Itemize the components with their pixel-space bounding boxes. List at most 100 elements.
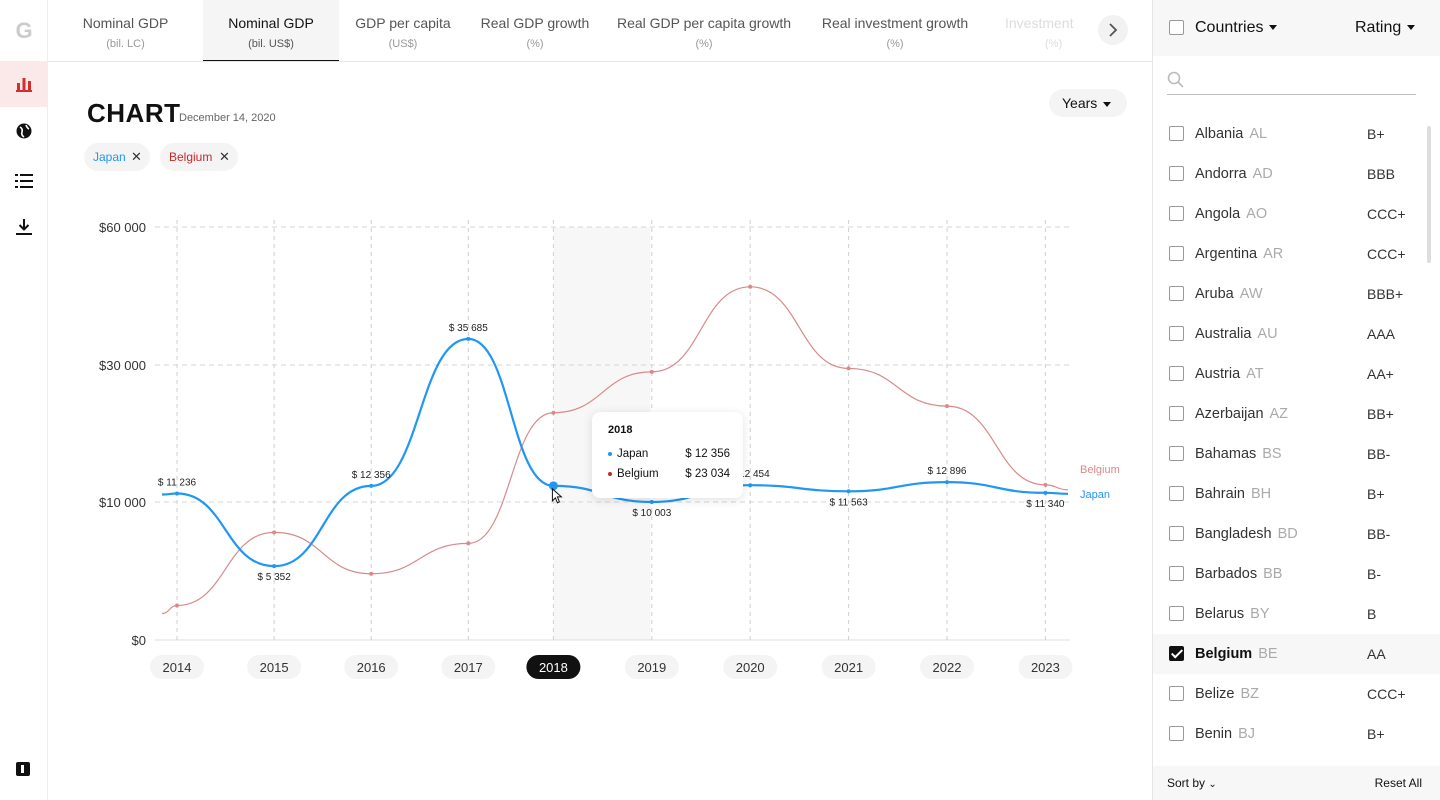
gdp-line-chart: $0 $10 000 $30 000 $60 000 2014 2015 2016 2017 2… <box>99 220 1120 679</box>
nav-list[interactable] <box>0 158 48 204</box>
sort-by-button[interactable]: Sort by ⌄ <box>1167 776 1217 790</box>
left-rail: G <box>0 0 48 800</box>
period-select[interactable]: Years <box>1049 89 1127 117</box>
data-point <box>369 571 374 576</box>
country-checkbox[interactable] <box>1169 326 1184 341</box>
remove-belgium-icon[interactable]: ✕ <box>219 149 230 164</box>
tab-label: Real GDP per capita growth <box>616 15 792 31</box>
nav-chart[interactable] <box>0 61 48 107</box>
country-code: AW <box>1239 286 1263 302</box>
app-logo[interactable]: G <box>15 18 33 43</box>
x-tick-label: 2014 <box>163 660 192 675</box>
country-code: AR <box>1263 246 1284 262</box>
list-scrollbar[interactable] <box>1427 126 1431 263</box>
country-row[interactable]: Aruba AW BBB+ <box>1153 274 1440 314</box>
brand-square-icon[interactable] <box>16 762 30 776</box>
sort-by-label: Sort by <box>1167 776 1206 790</box>
y-tick-label: $10 000 <box>99 495 146 510</box>
x-tick-label: 2022 <box>933 660 962 675</box>
country-checkbox[interactable] <box>1169 606 1184 621</box>
tab-unit: (%) <box>886 38 904 50</box>
country-code: BY <box>1250 606 1270 622</box>
country-checkbox[interactable] <box>1169 526 1184 541</box>
country-row[interactable]: Benin BJ B+ <box>1153 714 1440 754</box>
country-name-text: Benin <box>1195 726 1233 742</box>
country-row[interactable]: Angola AO CCC+ <box>1153 194 1440 234</box>
x-tick-label: 2018 <box>539 660 568 675</box>
country-row[interactable]: Argentina AR CCC+ <box>1153 234 1440 274</box>
country-checkbox[interactable] <box>1169 406 1184 421</box>
tabs-next-button[interactable] <box>1098 15 1128 45</box>
search-icon <box>1167 71 1184 88</box>
chip-belgium: Belgium ✕ <box>160 143 238 171</box>
tab-gdp-per-capita[interactable]: GDP per capita (US$) <box>339 0 467 61</box>
country-row[interactable]: Azerbaijan AZ BB+ <box>1153 394 1440 434</box>
country-code: AZ <box>1269 406 1289 422</box>
country-checkbox[interactable] <box>1169 206 1184 221</box>
country-rating: BB+ <box>1367 406 1394 422</box>
reset-all-button[interactable]: Reset All <box>1374 776 1422 790</box>
country-name-text: Albania <box>1195 126 1244 142</box>
caret-down-icon <box>1407 25 1416 31</box>
country-name: Benin BJ <box>1195 726 1255 742</box>
series-dot <box>608 451 612 456</box>
tab-nominal-gdp-usd[interactable]: Nominal GDP (bil. US$) <box>203 0 339 61</box>
select-all-checkbox[interactable] <box>1169 20 1184 35</box>
nav-map[interactable] <box>0 108 48 154</box>
country-checkbox[interactable] <box>1169 486 1184 501</box>
country-checkbox[interactable] <box>1169 646 1184 661</box>
countries-sort-button[interactable]: Countries <box>1195 19 1278 37</box>
country-name-text: Angola <box>1195 206 1241 222</box>
country-panel: Countries Rating Albania AL B+ Andorra AD BBB… <box>1152 0 1440 800</box>
data-point <box>175 603 179 608</box>
countries-label: Countries <box>1195 19 1264 36</box>
search-input[interactable] <box>1193 70 1413 92</box>
x-tick-pill <box>624 655 679 679</box>
x-tick-label: 2020 <box>736 660 765 675</box>
tab-investment[interactable]: Investment (%) <box>998 0 1138 61</box>
country-checkbox[interactable] <box>1169 366 1184 381</box>
country-rating: AA <box>1367 646 1386 662</box>
country-row[interactable]: Barbados BB B- <box>1153 554 1440 594</box>
country-rating: CCC+ <box>1367 686 1406 702</box>
country-checkbox[interactable] <box>1169 126 1184 141</box>
nav-download[interactable] <box>0 204 48 250</box>
country-checkbox[interactable] <box>1169 566 1184 581</box>
country-checkbox[interactable] <box>1169 246 1184 261</box>
globe-icon <box>16 123 32 139</box>
country-row[interactable]: Bahamas BS BB- <box>1153 434 1440 474</box>
country-name: Belgium BE <box>1195 646 1278 662</box>
country-rating: B+ <box>1367 126 1385 142</box>
country-row[interactable]: Andorra AD BBB <box>1153 154 1440 194</box>
country-name: Albania AL <box>1195 126 1267 142</box>
tab-unit: (%) <box>526 38 544 50</box>
country-checkbox[interactable] <box>1169 286 1184 301</box>
country-checkbox[interactable] <box>1169 686 1184 701</box>
y-tick-label: $30 000 <box>99 358 146 373</box>
country-name-text: Bahamas <box>1195 446 1257 462</box>
data-point <box>1043 490 1048 495</box>
tab-real-gdp-per-capita-growth[interactable]: Real GDP per capita growth (%) <box>603 0 805 61</box>
country-checkbox[interactable] <box>1169 446 1184 461</box>
remove-japan-icon[interactable]: ✕ <box>131 149 142 164</box>
list-icon <box>15 174 33 188</box>
country-checkbox[interactable] <box>1169 166 1184 181</box>
data-point <box>748 284 753 289</box>
country-row[interactable]: Bahrain BH B+ <box>1153 474 1440 514</box>
country-row[interactable]: Belarus BY B <box>1153 594 1440 634</box>
country-row[interactable]: Austria AT AA+ <box>1153 354 1440 394</box>
country-name-text: Australia <box>1195 326 1252 342</box>
rating-sort-button[interactable]: Rating <box>1355 19 1416 37</box>
tab-nominal-gdp-lc[interactable]: Nominal GDP (bil. LC) <box>48 0 203 61</box>
country-row[interactable]: Belgium BE AA <box>1153 634 1440 674</box>
country-row[interactable]: Belize BZ CCC+ <box>1153 674 1440 714</box>
tab-label: Nominal GDP <box>82 15 169 31</box>
tab-real-gdp-growth[interactable]: Real GDP growth (%) <box>467 0 603 61</box>
tab-unit: (bil. US$) <box>248 38 294 50</box>
tab-real-investment-growth[interactable]: Real investment growth (%) <box>805 0 985 61</box>
country-rating: CCC+ <box>1367 206 1406 222</box>
country-row[interactable]: Albania AL B+ <box>1153 114 1440 154</box>
country-row[interactable]: Australia AU AAA <box>1153 314 1440 354</box>
country-checkbox[interactable] <box>1169 726 1184 741</box>
country-row[interactable]: Bangladesh BD BB- <box>1153 514 1440 554</box>
